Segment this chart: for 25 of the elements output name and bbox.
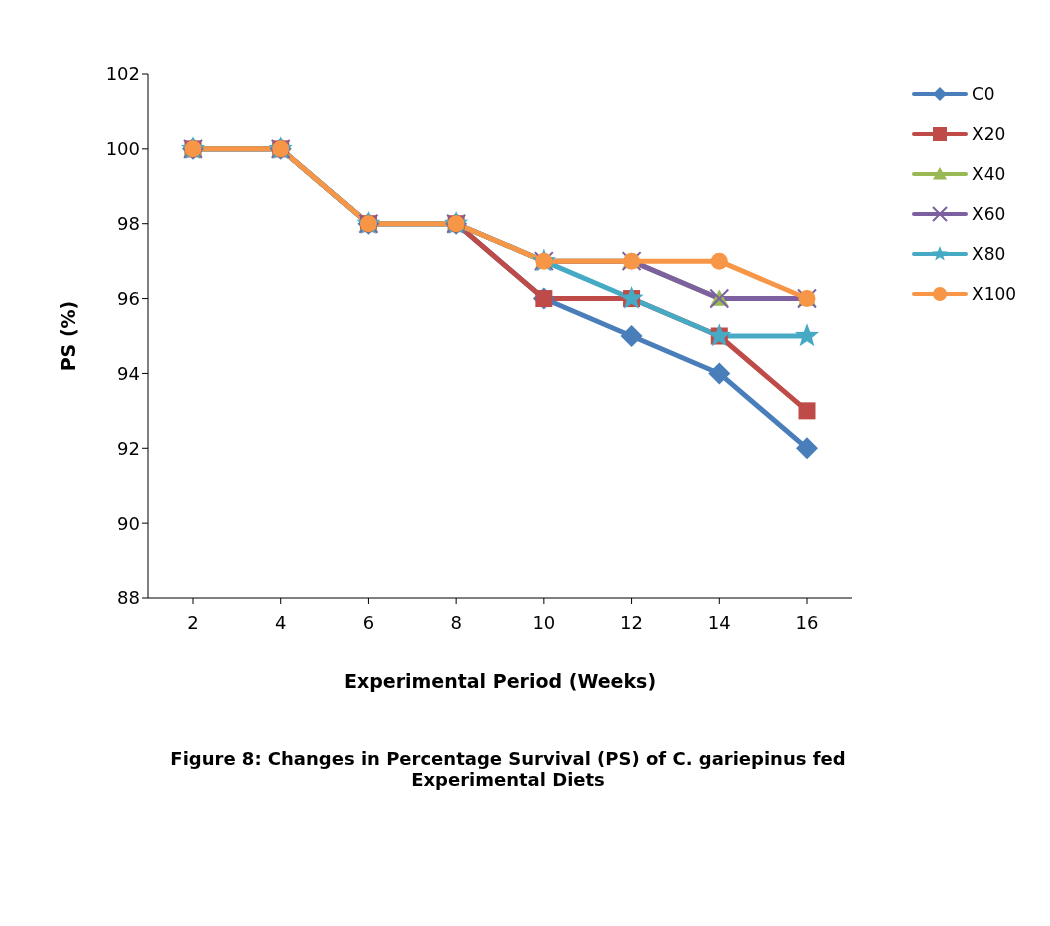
legend-label: X60 xyxy=(972,204,1006,224)
x-tick-label: 14 xyxy=(707,611,731,633)
x-tick-label: 8 xyxy=(450,611,462,633)
x-axis-title: Experimental Period (Weeks) xyxy=(343,670,657,692)
x-tick-label: 6 xyxy=(362,611,375,633)
x-tick-label: 12 xyxy=(620,611,644,633)
y-tick-label: 96 xyxy=(117,287,140,309)
y-tick-label: 92 xyxy=(117,437,140,459)
y-tick-label: 88 xyxy=(117,587,140,609)
legend-label: X100 xyxy=(972,284,1017,304)
y-tick-label: 100 xyxy=(105,138,140,160)
x-tick-label: 10 xyxy=(532,611,556,633)
y-tick-label: 90 xyxy=(117,512,140,534)
legend-label: X40 xyxy=(972,164,1006,184)
y-tick-label: 98 xyxy=(117,213,140,235)
legend-label: X80 xyxy=(972,244,1006,264)
y-tick-label: 94 xyxy=(117,362,140,384)
caption: Figure 8: Changes in Percentage Survival (PS) of C. gariepinus fed Experimental Diets xyxy=(169,748,847,790)
x-tick-label: 4 xyxy=(274,611,287,633)
y-axis-title: PS (%) xyxy=(56,300,79,372)
x-tick-label: 2 xyxy=(187,611,199,633)
x-tick-label: 16 xyxy=(795,611,819,633)
legend-label: C0 xyxy=(972,84,995,104)
y-tick-label: 102 xyxy=(105,63,140,85)
legend-label: X20 xyxy=(972,124,1006,144)
